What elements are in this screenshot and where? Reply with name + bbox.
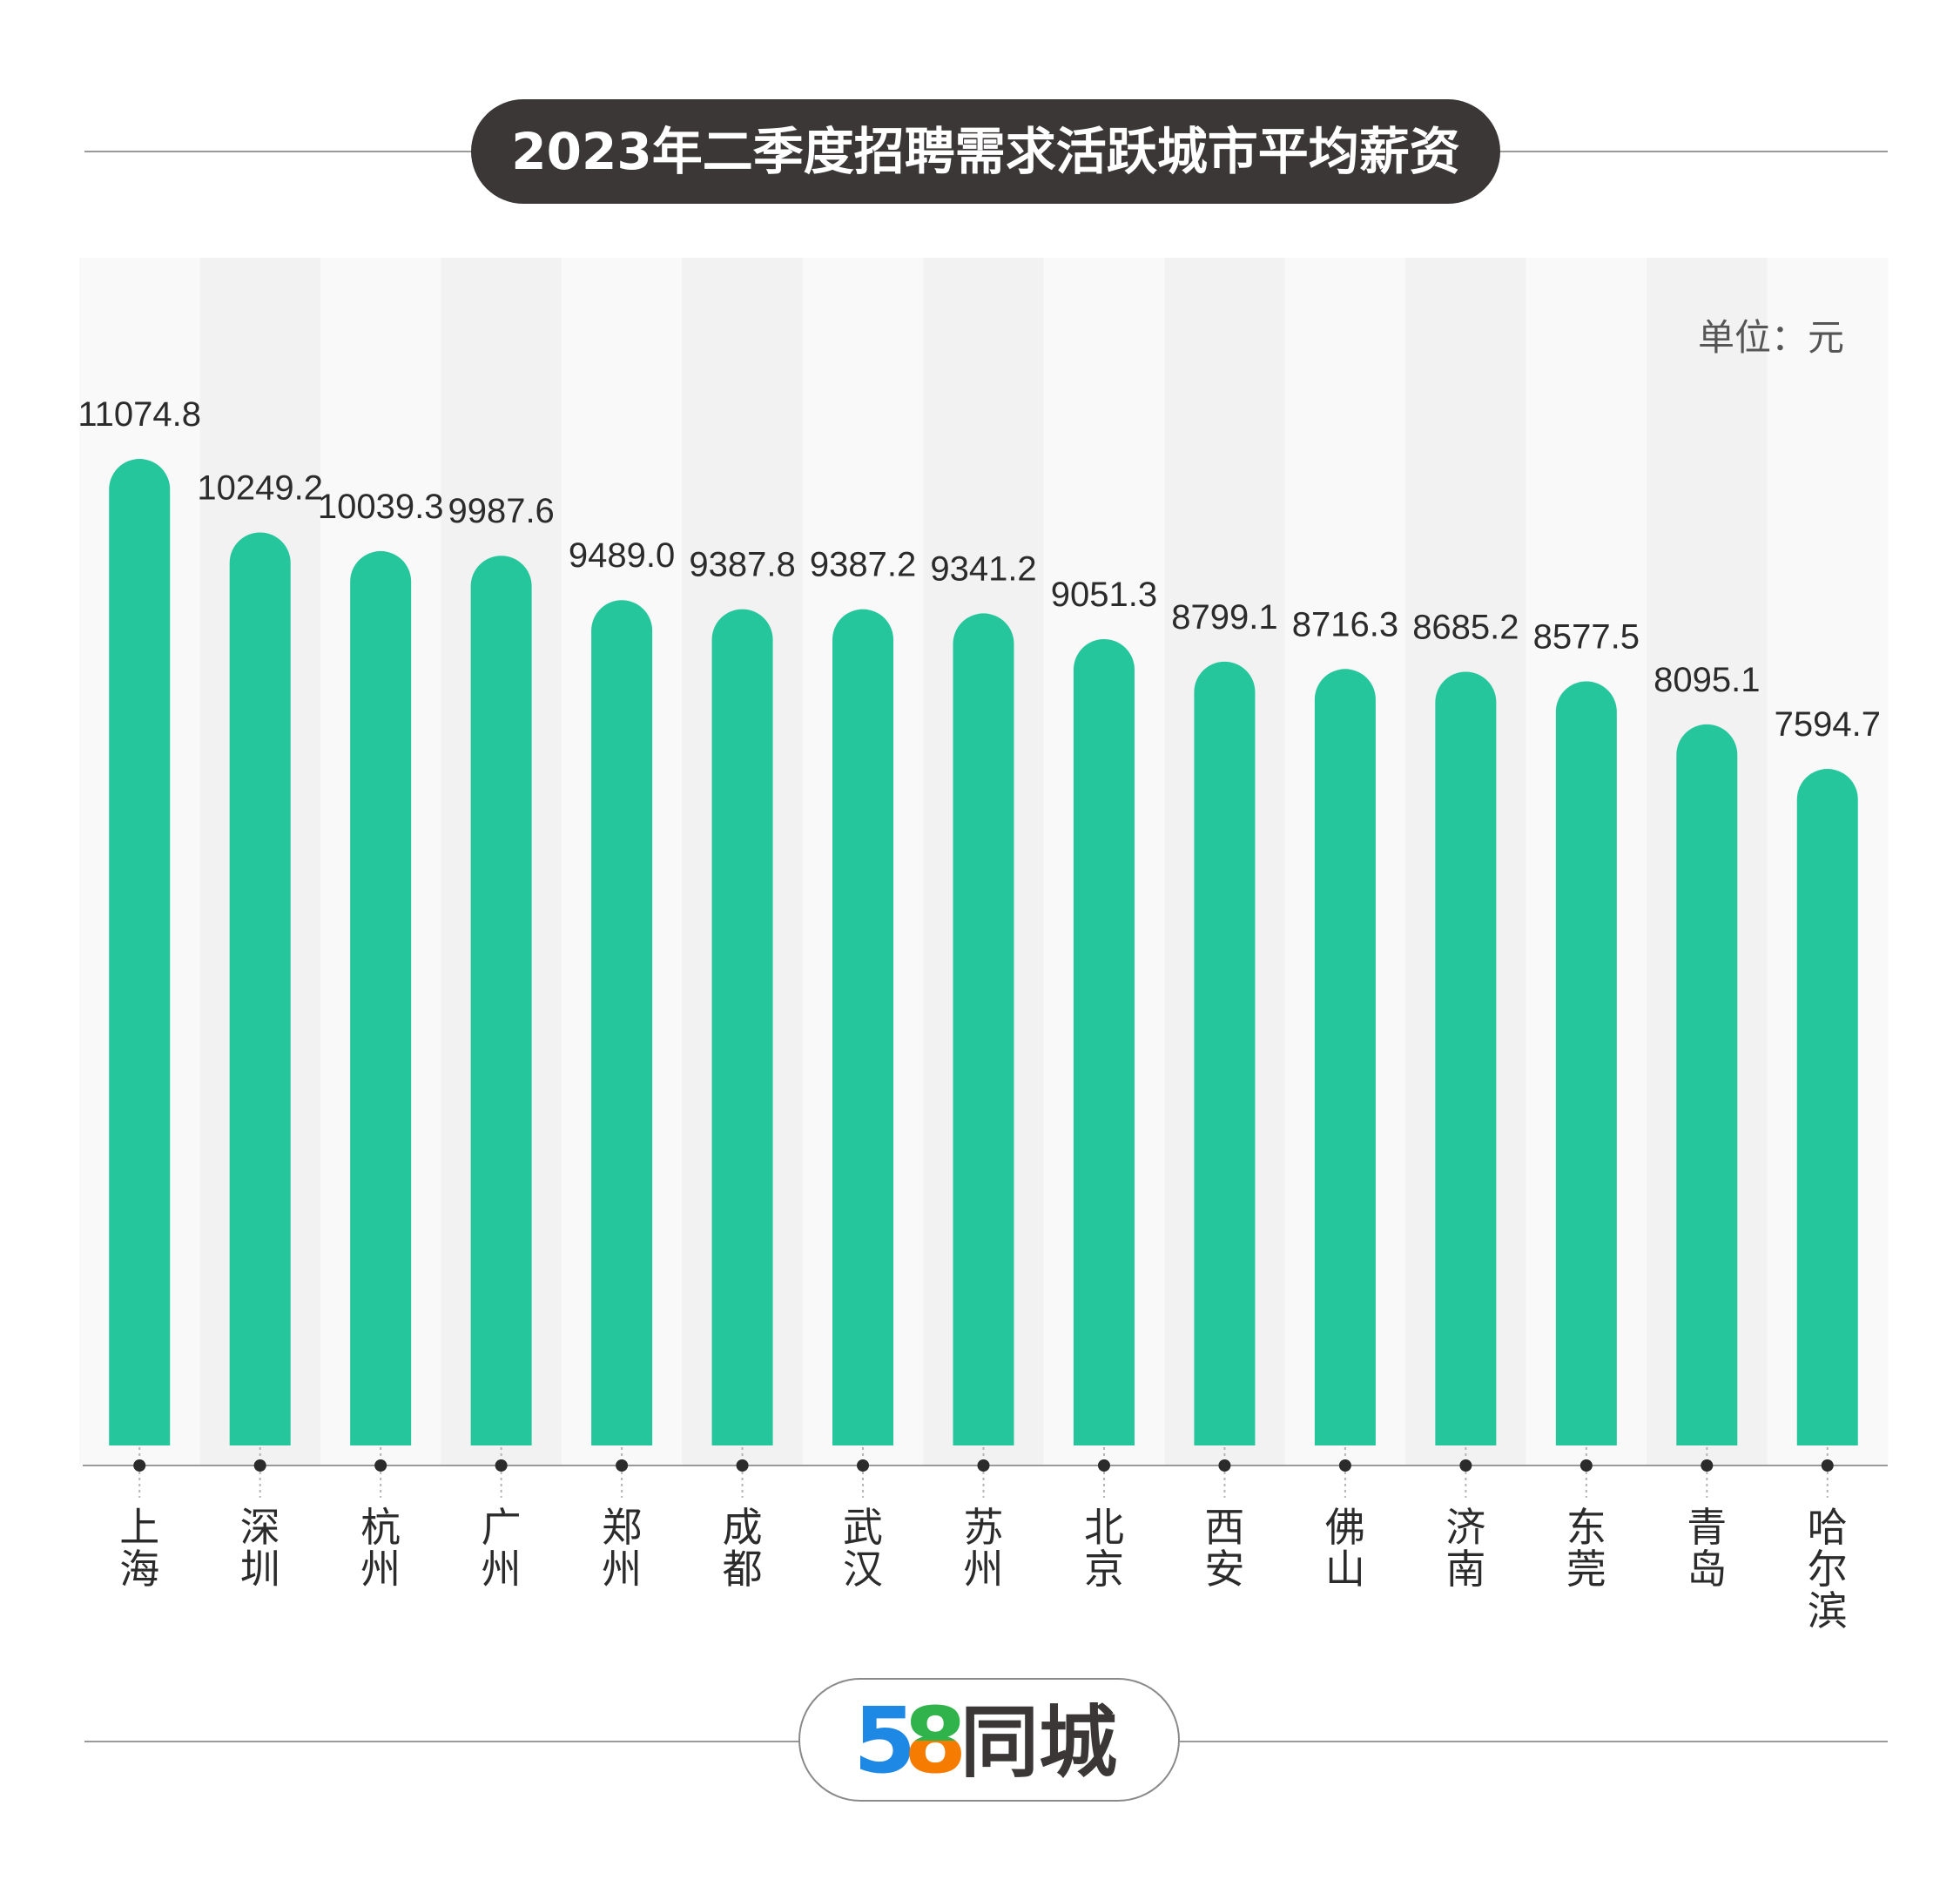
title-banner	[471, 99, 1500, 204]
tick-dot	[616, 1459, 629, 1472]
bar-哈尔滨	[1796, 769, 1858, 1445]
bar-广州	[470, 556, 532, 1445]
x-axis-ticks	[133, 1447, 1834, 1498]
value-label: 10249.2	[197, 468, 323, 507]
bar-佛山	[1314, 669, 1376, 1445]
tick-dot	[736, 1459, 749, 1472]
city-label: 北京	[1084, 1504, 1124, 1593]
value-label: 9987.6	[448, 492, 554, 530]
unit-label: 单位：元	[1698, 316, 1844, 359]
city-label: 苏州	[964, 1504, 1004, 1593]
tick-dot	[1701, 1459, 1714, 1472]
logo-pill	[798, 1678, 1180, 1802]
city-label: 杭州	[360, 1504, 401, 1593]
value-label: 9051.3	[1051, 576, 1157, 614]
city-label: 成都	[723, 1504, 763, 1593]
value-label: 9341.2	[930, 549, 1036, 588]
value-label: 10039.3	[318, 488, 444, 526]
logo-digit-8: 8	[904, 1688, 967, 1794]
bar-济南	[1435, 671, 1497, 1445]
city-label: 青岛	[1687, 1504, 1727, 1593]
tick-dot	[1218, 1459, 1231, 1472]
value-label: 8799.1	[1171, 598, 1277, 637]
tick-dot	[253, 1459, 266, 1472]
city-label: 西安	[1204, 1504, 1244, 1593]
city-label: 深圳	[240, 1504, 280, 1593]
bar-北京	[1073, 639, 1135, 1445]
value-label: 8095.1	[1654, 661, 1760, 699]
value-label: 9387.2	[810, 546, 916, 584]
bar-青岛	[1676, 724, 1738, 1445]
value-label: 11074.8	[77, 395, 201, 434]
tick-dot	[1459, 1459, 1472, 1472]
bar-武汉	[832, 609, 894, 1445]
logo-digit-5: 5	[853, 1688, 916, 1794]
value-label: 9387.8	[689, 546, 795, 584]
tick-dot	[1097, 1459, 1110, 1472]
city-label: 武汉	[843, 1504, 883, 1593]
bars	[109, 459, 1858, 1446]
value-label: 8577.5	[1533, 617, 1640, 656]
city-label: 广州	[482, 1504, 522, 1593]
city-label: 上海	[119, 1504, 159, 1593]
bar-成都	[711, 609, 773, 1445]
chart-title: 2023年二季度招聘需求活跃城市平均薪资	[511, 122, 1459, 181]
value-label: 8685.2	[1412, 608, 1519, 646]
brand-logo: 5 8 同城	[798, 1678, 1180, 1802]
city-label: 郑州	[602, 1504, 642, 1593]
bar-杭州	[350, 550, 412, 1445]
tick-dot	[133, 1459, 146, 1472]
tick-dot	[374, 1459, 387, 1472]
tick-dot	[857, 1459, 870, 1472]
bar-郑州	[591, 600, 653, 1445]
value-label: 8716.3	[1292, 605, 1398, 643]
city-label: 东莞	[1566, 1504, 1606, 1593]
value-label: 9489.0	[569, 536, 675, 575]
bar-西安	[1194, 661, 1256, 1445]
value-label: 7594.7	[1775, 705, 1881, 744]
tick-dot	[1338, 1459, 1351, 1472]
logo-text: 同城	[960, 1697, 1117, 1789]
city-label: 济南	[1445, 1504, 1485, 1593]
bar-苏州	[953, 613, 1014, 1445]
bar-深圳	[229, 532, 291, 1446]
bar-上海	[109, 459, 171, 1445]
city-label: 哈尔滨	[1808, 1504, 1848, 1634]
tick-dot	[1579, 1459, 1593, 1472]
city-label: 佛山	[1325, 1504, 1365, 1593]
bar-东莞	[1555, 681, 1617, 1445]
tick-dot	[1821, 1459, 1834, 1472]
tick-dot	[977, 1459, 990, 1472]
tick-dot	[495, 1459, 508, 1472]
